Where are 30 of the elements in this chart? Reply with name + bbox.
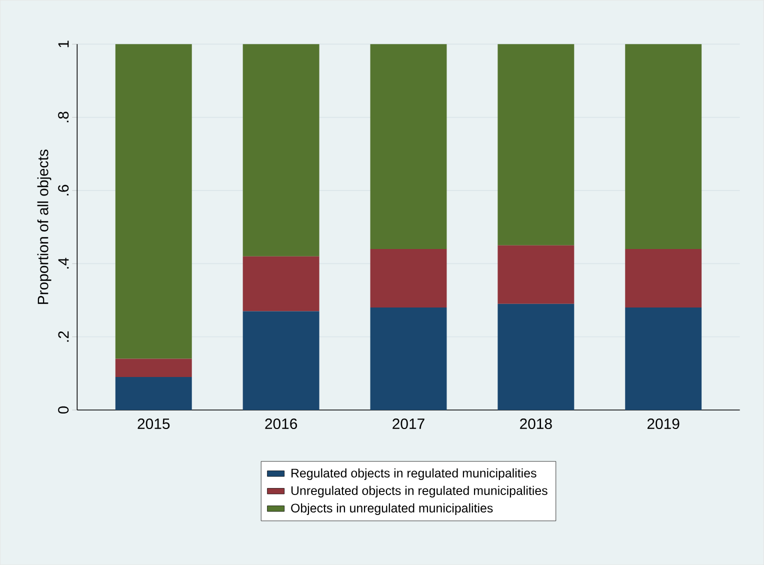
bar: [242, 311, 320, 410]
bar: [370, 308, 447, 410]
x-tick-label: 2017: [392, 418, 424, 430]
x-tick-label: 2019: [647, 418, 680, 430]
legend-label: Objects in unregulated municipalities: [291, 503, 493, 515]
bar: [498, 304, 574, 410]
y-tick-label: .6: [58, 184, 69, 196]
legend-label: Unregulated objects in regulated municipalities: [291, 486, 548, 498]
y-tick-label: .4: [58, 258, 69, 268]
y-tick-label: .8: [58, 112, 69, 122]
bar: [625, 248, 702, 308]
bar: [498, 245, 574, 304]
bar: [625, 308, 702, 410]
bar: [625, 44, 702, 249]
bar: [242, 44, 320, 256]
bar: [115, 358, 192, 378]
y-tick-label: .2: [58, 331, 69, 342]
y-tick-label: 0: [58, 406, 69, 414]
x-tick-label: 2018: [520, 418, 552, 430]
bar: [370, 248, 447, 308]
bar: [115, 44, 192, 359]
legend-label: Regulated objects in regulated municipalities: [292, 468, 536, 480]
bar: [242, 256, 320, 312]
x-tick-label: 2016: [265, 418, 298, 430]
bar: [370, 44, 447, 249]
y-axis-title: Proportion of all objects: [37, 150, 52, 304]
x-tick-label: 2015: [138, 418, 170, 430]
bar: [498, 44, 574, 246]
y-tick-label: 1: [58, 40, 69, 48]
bar: [115, 377, 192, 410]
